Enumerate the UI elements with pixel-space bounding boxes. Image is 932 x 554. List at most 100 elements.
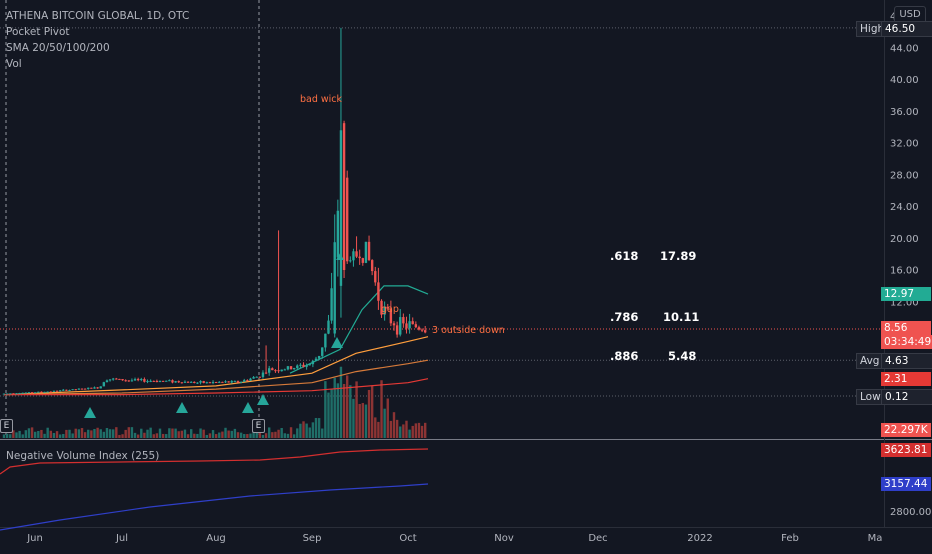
pocket-pivot-marker	[84, 407, 96, 418]
time-tick-label: Nov	[494, 533, 514, 544]
annotation-gap[interactable]: gap	[381, 304, 399, 315]
volume-bar	[420, 425, 424, 438]
candle-body	[333, 242, 336, 334]
candle-body	[121, 379, 124, 381]
price-tick-label: 20.00	[890, 234, 919, 245]
volume-bar	[208, 433, 212, 438]
volume-bar	[317, 418, 321, 438]
volume-bar	[249, 433, 252, 438]
candle-body	[218, 381, 221, 383]
volume-bar	[112, 429, 115, 438]
candle-body	[177, 381, 180, 383]
pocket-pivot-marker	[257, 394, 269, 405]
candle-body	[264, 372, 268, 374]
fib-ratio-786: .786	[610, 310, 639, 324]
annotation-bad-wick[interactable]: bad wick	[300, 94, 343, 105]
candle-body	[193, 381, 196, 384]
candle-body	[349, 260, 352, 262]
volume-bar	[361, 402, 364, 438]
legend-symbol[interactable]: ATHENA BITCOIN GLOBAL, 1D, OTC	[6, 10, 190, 22]
candle-body	[143, 379, 146, 382]
volume-bar	[289, 427, 293, 438]
low-label: Low	[856, 389, 885, 405]
volume-bar	[374, 417, 377, 438]
volume-bar	[224, 427, 227, 438]
volume-bar	[143, 432, 146, 438]
candle-body	[102, 382, 106, 387]
candle-body	[90, 387, 93, 389]
candle-body	[330, 288, 333, 321]
volume-bar	[336, 383, 340, 438]
legend-vol[interactable]: Vol	[6, 58, 22, 70]
legend-sma[interactable]: SMA 20/50/100/200	[6, 42, 110, 54]
candle-body	[420, 329, 424, 331]
volume-bar	[52, 433, 56, 438]
candle-body	[239, 381, 243, 383]
volume-bar	[342, 383, 346, 438]
candle-body	[317, 355, 321, 359]
volume-bar	[115, 427, 118, 438]
volume-bar	[386, 398, 389, 438]
candle-body	[15, 393, 18, 395]
volume-bar	[18, 430, 21, 438]
candle-body	[399, 317, 402, 335]
price-tick-label: 28.00	[890, 170, 919, 181]
volume-bar	[127, 427, 130, 438]
volume-bar	[277, 429, 280, 438]
candle-body	[186, 381, 190, 383]
earnings-badge-1[interactable]: E	[0, 419, 13, 433]
volume-bar	[314, 417, 318, 438]
volume-bar	[168, 428, 171, 438]
volume-bar	[417, 422, 421, 438]
candle-body	[243, 380, 246, 382]
volume-bar	[165, 434, 168, 438]
volume-bar	[71, 433, 74, 438]
candle-body	[277, 370, 280, 372]
volume-bar	[243, 434, 246, 438]
candle-body	[299, 364, 302, 366]
volume-bar	[90, 430, 93, 438]
volume-bar	[27, 428, 31, 438]
volume-bar	[324, 381, 327, 438]
ma-line-sma200	[4, 378, 429, 396]
time-tick-label: Jun	[26, 533, 43, 544]
volume-bar	[227, 430, 230, 438]
candle-body	[392, 323, 396, 326]
nvi-tick-label: 2800.00	[890, 507, 931, 518]
candle-body	[171, 380, 174, 383]
volume-bar	[65, 429, 68, 438]
legend-nvi[interactable]: Negative Volume Index (255)	[6, 450, 160, 462]
fib-price-786: 10.11	[663, 310, 700, 324]
volume-bar	[339, 366, 343, 438]
candle-body	[352, 251, 355, 261]
nvi-value-tag: 3623.81	[881, 443, 931, 457]
candle-body	[302, 364, 305, 367]
candle-body	[280, 369, 283, 372]
annotation-outside-down[interactable]: 3 outside down	[432, 325, 505, 336]
candle-body	[202, 381, 205, 383]
candle-body	[374, 271, 377, 283]
volume-bar	[395, 419, 399, 438]
volume-bar	[402, 424, 405, 438]
candle-body	[405, 323, 408, 329]
candle-body	[71, 389, 74, 391]
volume-bar	[171, 428, 174, 438]
fib-ratio-886: .886	[610, 349, 639, 363]
candle-body	[87, 387, 90, 389]
candle-body	[296, 365, 299, 369]
volume-bar	[68, 429, 71, 438]
volume-bar	[349, 385, 352, 438]
volume-bar	[252, 431, 255, 438]
legend-pocket-pivot[interactable]: Pocket Pivot	[6, 26, 70, 38]
volume-bar	[274, 431, 277, 438]
volume-bar	[174, 428, 177, 438]
volume-bar	[46, 427, 49, 438]
candle-body	[414, 324, 418, 328]
candle-body	[236, 381, 240, 383]
candle-body	[174, 381, 177, 383]
volume-bar	[37, 430, 40, 438]
earnings-badge-2[interactable]: E	[252, 419, 265, 433]
nvi-line	[0, 448, 429, 475]
